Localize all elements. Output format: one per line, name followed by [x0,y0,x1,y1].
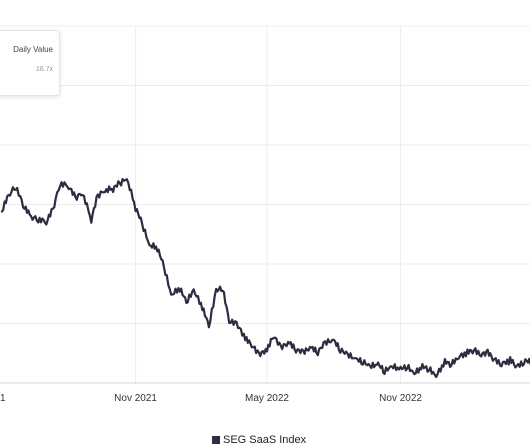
x-tick-label: Nov 2021 [114,393,157,404]
x-tick-labels: 1 Nov 2021 May 2022 Nov 2022 [0,393,422,404]
legend-label: SEG SaaS Index [223,434,307,446]
series-line [0,178,530,379]
x-tick-label: 1 [0,393,6,404]
tooltip-value: 18.7x [35,66,53,73]
legend[interactable]: SEG SaaS Index [212,434,306,446]
x-tick-label: Nov 2022 [379,393,422,404]
tooltip: Daily Value 18.7x [0,30,60,96]
x-tick-label: May 2022 [245,393,289,404]
grid-lines [0,25,530,383]
legend-swatch [212,436,220,444]
tooltip-label: Daily Value [13,45,53,54]
